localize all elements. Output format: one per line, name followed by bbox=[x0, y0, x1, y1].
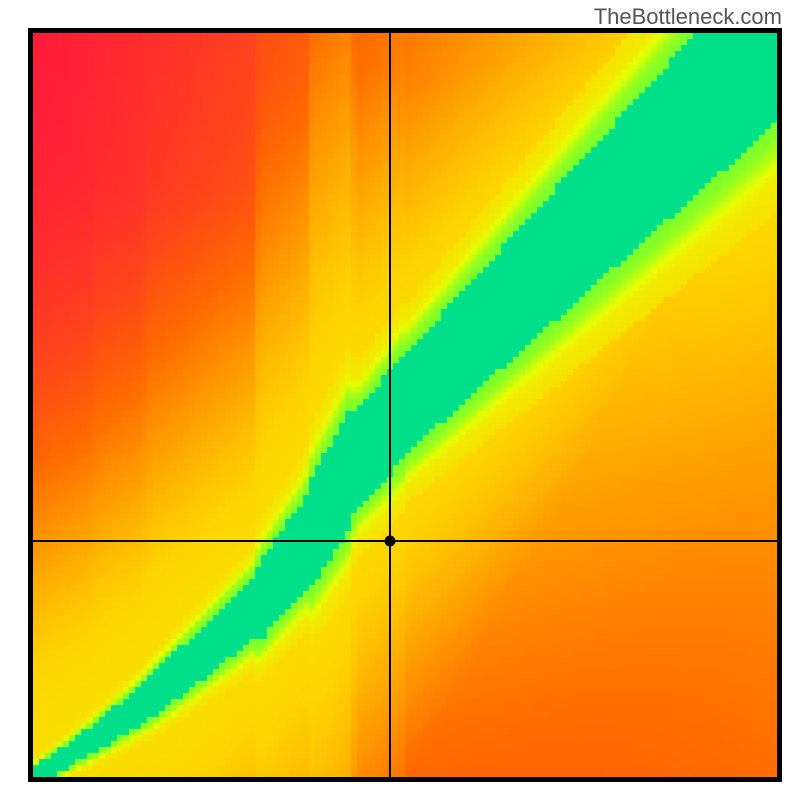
data-point-marker bbox=[385, 536, 396, 547]
plot-border bbox=[28, 28, 782, 782]
crosshair-horizontal bbox=[33, 540, 777, 542]
heatmap-canvas bbox=[33, 33, 777, 777]
watermark-text: TheBottleneck.com bbox=[594, 4, 782, 30]
crosshair-vertical bbox=[389, 33, 391, 777]
plot-area bbox=[33, 33, 777, 777]
chart-container: TheBottleneck.com bbox=[0, 0, 800, 800]
